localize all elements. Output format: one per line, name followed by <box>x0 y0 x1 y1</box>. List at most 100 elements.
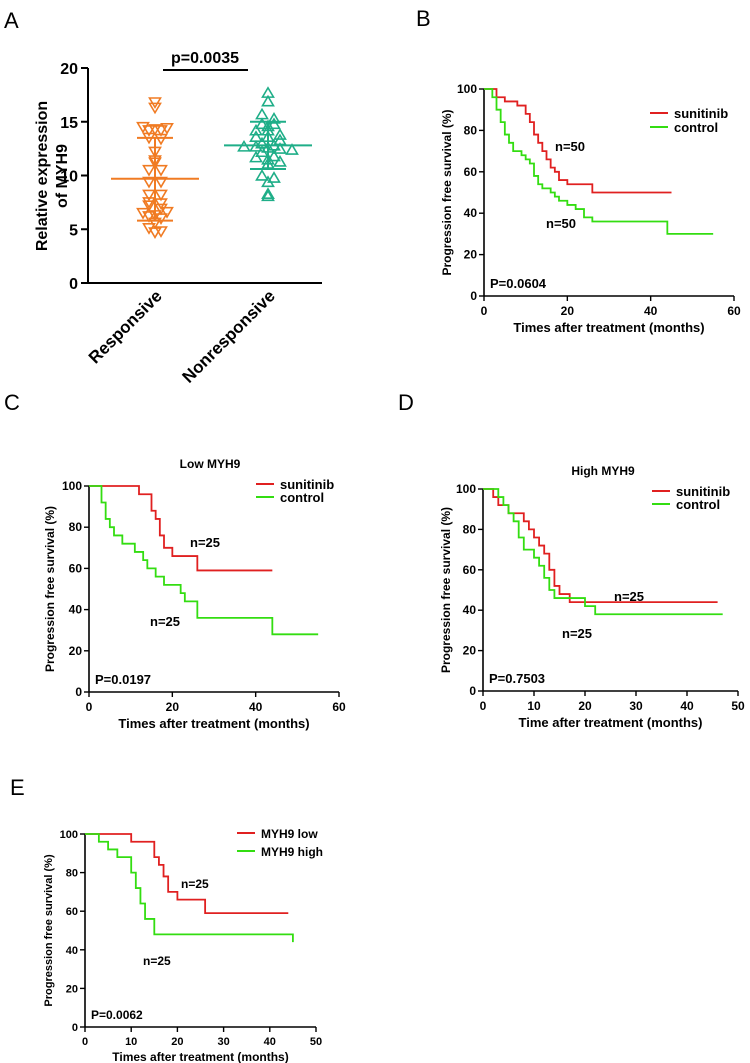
x-category-label: Responsive <box>85 286 166 367</box>
x-tick-label: 40 <box>264 1036 276 1048</box>
y-tick-label: 40 <box>66 945 78 957</box>
data-point <box>273 154 287 167</box>
x-tick-label: 60 <box>332 700 346 714</box>
chart-title: High MYH9 <box>571 464 635 478</box>
data-point <box>267 149 281 162</box>
y-tick-label: 5 <box>69 222 78 239</box>
y-axis-title: Progression free survival (%) <box>43 506 57 672</box>
data-point <box>136 121 150 134</box>
n-label: n=50 <box>546 216 576 231</box>
svg-text:D: D <box>398 390 414 415</box>
data-point <box>142 197 156 209</box>
y-tick-label: 80 <box>463 522 477 536</box>
y-tick-label: 0 <box>470 289 477 303</box>
x-tick-label: 30 <box>629 699 643 713</box>
legend-label: control <box>674 120 718 135</box>
data-point <box>255 168 269 181</box>
panel-letter-a: A <box>4 8 19 33</box>
x-tick-label: 0 <box>481 304 488 318</box>
data-point <box>148 227 162 240</box>
legend-label: control <box>280 490 324 505</box>
y-tick-label: 40 <box>463 603 477 617</box>
panel-b: 0 20 40 60 80 100 0 20 40 60 Times after treatment… <box>440 82 741 335</box>
x-tick-label: 0 <box>480 699 487 713</box>
data-point <box>142 125 156 137</box>
data-point <box>148 102 162 115</box>
data-point <box>160 123 174 135</box>
n-label: n=25 <box>562 626 592 641</box>
y-tick-label: 20 <box>464 248 478 262</box>
legend-label: MYH9 high <box>261 845 323 859</box>
data-point <box>154 198 168 210</box>
data-point <box>154 125 168 137</box>
svg-text:C: C <box>4 390 20 415</box>
n-label: n=50 <box>555 139 585 154</box>
x-tick-label: 20 <box>561 304 575 318</box>
data-point <box>142 189 156 202</box>
p-value: P=0.7503 <box>489 671 545 686</box>
y-tick-label: 60 <box>464 165 478 179</box>
y-axis-title: Progression free survival (%) <box>43 854 55 1007</box>
data-point <box>261 175 275 188</box>
y-tick-label: 60 <box>66 906 78 918</box>
y-axis-title: Progression free survival (%) <box>440 109 454 275</box>
km-curve <box>89 485 273 572</box>
p-value: P=0.0062 <box>91 1008 143 1022</box>
y-tick-label: 20 <box>66 983 78 995</box>
panel-e: 0 20 40 60 80 100 0 10 20 30 40 50 Times after treat… <box>43 827 323 1063</box>
y-tick-label: 100 <box>60 829 78 841</box>
panel-letter-b: B <box>416 6 431 31</box>
x-tick-label: 30 <box>217 1036 229 1048</box>
km-curve <box>85 833 289 915</box>
x-tick-label: 50 <box>310 1036 322 1048</box>
x-tick-label: 40 <box>644 304 658 318</box>
km-curve <box>484 88 714 235</box>
n-label: n=25 <box>614 589 644 604</box>
data-point <box>267 171 281 183</box>
y-axis-title-line1: Relative expression <box>34 101 51 251</box>
svg-text:B: B <box>416 6 431 31</box>
y-tick-label: 15 <box>60 115 78 132</box>
data-point <box>154 164 168 177</box>
legend-label: MYH9 low <box>261 827 318 841</box>
legend-label: control <box>676 497 720 512</box>
x-tick-label: 10 <box>527 699 541 713</box>
data-point <box>142 176 156 189</box>
data-point <box>285 143 299 155</box>
data-point <box>142 164 156 177</box>
x-tick-label: 20 <box>578 699 592 713</box>
legend-label: sunitinib <box>676 484 730 499</box>
n-label: n=25 <box>181 877 209 891</box>
data-point <box>267 111 281 124</box>
panel-a: 0 5 10 15 20 Relative expression of MYH9 Respon… <box>34 50 322 387</box>
panel-d: 0 20 40 60 80 100 0 10 20 30 40 50 Time after treatm… <box>439 464 745 730</box>
y-axis-title-line2: of MYH9 <box>54 144 71 208</box>
y-tick-label: 100 <box>62 479 82 493</box>
y-tick-label: 60 <box>463 563 477 577</box>
x-tick-label: 40 <box>249 700 263 714</box>
data-point <box>154 189 168 202</box>
data-point <box>255 117 269 130</box>
km-curve <box>89 485 319 636</box>
x-axis-title: Times after treatment (months) <box>112 1050 288 1063</box>
panel-letter-e: E <box>10 775 25 800</box>
x-tick-label: 10 <box>125 1036 137 1048</box>
x-tick-label: 0 <box>82 1036 88 1048</box>
x-tick-label: 20 <box>171 1036 183 1048</box>
x-axis-title: Time after treatment (months) <box>519 715 703 730</box>
km-curve <box>483 488 723 616</box>
data-point <box>273 142 287 154</box>
data-point <box>255 107 269 120</box>
data-point <box>160 206 174 219</box>
n-label: n=25 <box>190 535 220 550</box>
svg-text:E: E <box>10 775 25 800</box>
n-label: n=25 <box>150 614 180 629</box>
x-tick-label: 50 <box>731 699 745 713</box>
y-tick-label: 10 <box>60 169 78 186</box>
y-tick-label: 80 <box>69 520 83 534</box>
data-point <box>148 124 162 136</box>
data-point <box>249 150 263 163</box>
x-axis-title: Times after treatment (months) <box>118 716 309 731</box>
data-point <box>255 136 269 149</box>
